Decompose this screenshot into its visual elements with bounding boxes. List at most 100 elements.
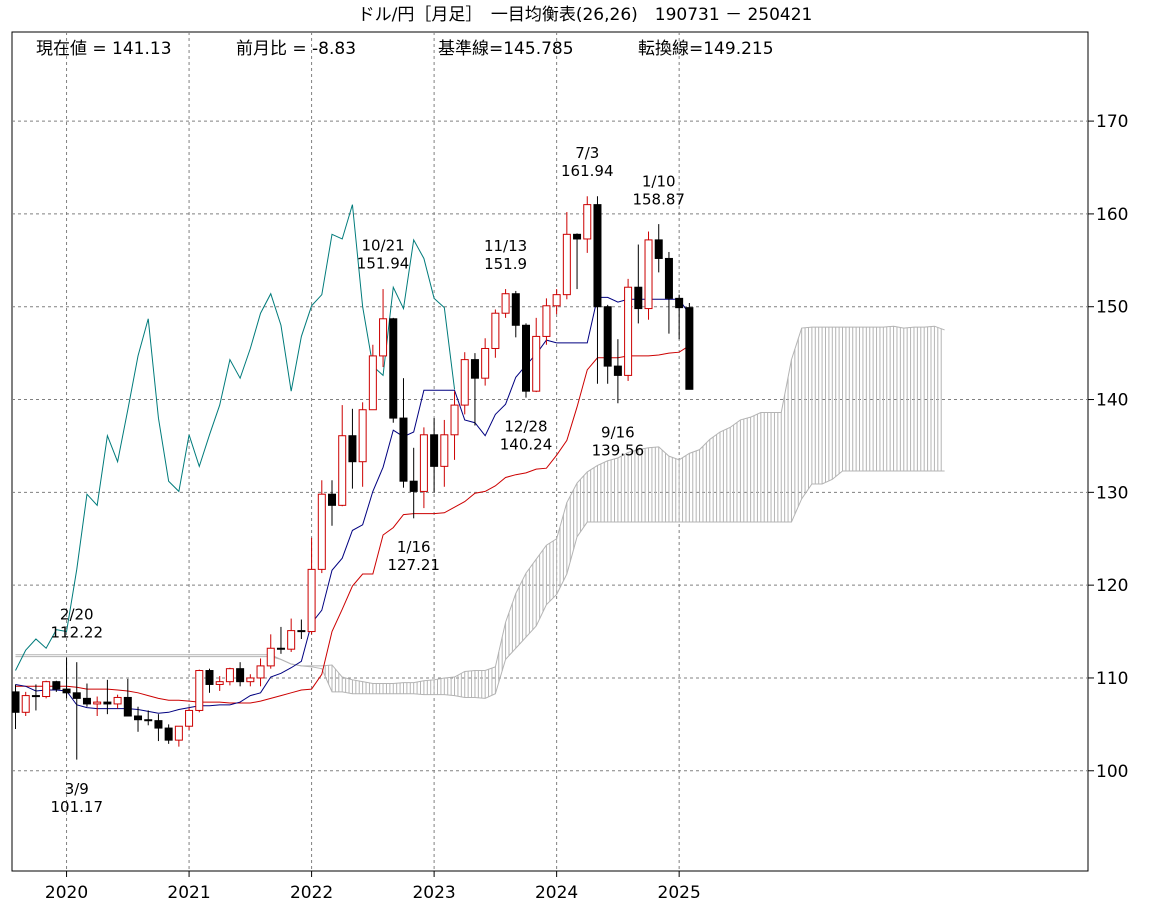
candle-body [123,696,132,717]
candle-body [164,727,173,741]
candle-body [603,306,612,367]
candle-body [644,239,653,310]
candle-body [236,668,245,683]
candle-body [542,305,551,337]
candle-body [195,670,204,711]
senkou-span-b [15,470,945,699]
annotation-value: 158.87 [632,190,685,208]
candle-body [532,335,541,392]
info-tenkan: 転換線=149.215 [638,39,774,59]
candle-body [460,359,469,406]
chikou-span-line [15,204,456,671]
annotation-date: 1/10 [642,172,676,190]
candle-body [246,677,255,683]
y-tick-label: 100 [1096,762,1128,782]
candle-body [501,293,510,314]
x-tick-label: 2022 [290,883,333,902]
ichimoku-cloud [15,325,945,699]
candle-body [358,409,367,463]
annotation-value: 151.94 [357,255,410,273]
candle-body [42,681,51,698]
y-tick-label: 170 [1096,112,1128,132]
candle-body [62,688,71,694]
y-tick-label: 140 [1096,391,1128,411]
candle-body [328,493,337,506]
candle-body [144,719,153,722]
x-tick-label: 2021 [167,883,210,902]
annotation-value: 161.94 [561,162,614,180]
candle-body [317,493,326,570]
candle-body [419,434,428,492]
candle-body [634,286,643,310]
candle-body [348,435,357,463]
candle-body [399,417,408,482]
annotation-date: 9/16 [601,424,635,442]
candle-body [511,293,520,326]
senkou-span-a [15,325,945,685]
chart-title: ドル/円［月足］ 一目均衡表(26,26) 190731 － 250421 [358,5,813,25]
candle-body [185,709,194,727]
annotation-value: 112.22 [51,623,104,641]
y-tick-label: 130 [1096,483,1128,503]
candle-body [450,404,459,436]
annotation-date: 11/13 [484,237,527,255]
axis-ticks: 100 110 120 130 140 150 160 170 2020 2021 2022 2023… [45,112,1129,902]
candle-body [82,697,91,705]
candle-body [491,312,500,349]
candle-body [103,701,112,705]
y-tick-label: 120 [1096,576,1128,596]
annotation-date: 12/28 [504,417,547,435]
candle-body [21,695,30,713]
plot-frame [11,31,1089,872]
x-tick-label: 2023 [412,883,455,902]
candle-body [205,670,214,685]
candle-body [522,324,530,392]
candle-body [52,681,61,690]
candle-body [93,701,102,705]
candle-body [664,257,673,299]
candle-body [307,568,316,633]
annotation-date: 10/21 [361,237,404,255]
x-tick-label: 2025 [658,883,701,902]
candle-body [583,204,592,240]
candle-body [389,318,398,419]
annotation-value: 140.24 [500,435,553,453]
annotation-date: 2/20 [60,605,94,623]
candle-body [613,365,622,376]
candle-body [440,434,449,467]
candle-body [481,347,490,379]
candle-body [225,668,234,683]
candle-body [256,665,265,679]
candle-body [174,725,183,741]
candle-body [134,715,143,721]
candles [11,196,694,760]
annotation-value: 139.56 [592,442,645,460]
candle-body [573,233,582,240]
info-change: 前月比 = -8.83 [236,39,356,59]
candle-body [276,647,285,650]
info-kijun: 基準線=145.785 [438,39,574,59]
grid-lines [12,32,1088,871]
annotation-date: 3/9 [65,780,89,798]
candle-body [215,681,224,685]
candle-body [154,720,163,729]
annotation-value: 101.17 [51,798,104,816]
candle-body [593,204,602,308]
annotation-date: 7/3 [575,144,599,162]
candle-body [368,355,377,411]
x-tick-label: 2020 [45,883,88,902]
info-row: 現在値 = 141.13 前月比 = -8.83 基準線=145.785 転換線… [36,39,774,59]
candle-body [287,630,296,650]
info-current: 現在値 = 141.13 [36,39,172,59]
y-tick-label: 160 [1096,205,1128,225]
annotation-value: 151.9 [484,255,527,273]
candle-body [31,695,40,698]
candle-body [470,359,479,379]
candle-body [552,294,561,307]
candle-body [409,480,418,492]
candle-body [562,233,571,296]
candle-body [685,307,694,390]
candle-body [266,647,275,667]
